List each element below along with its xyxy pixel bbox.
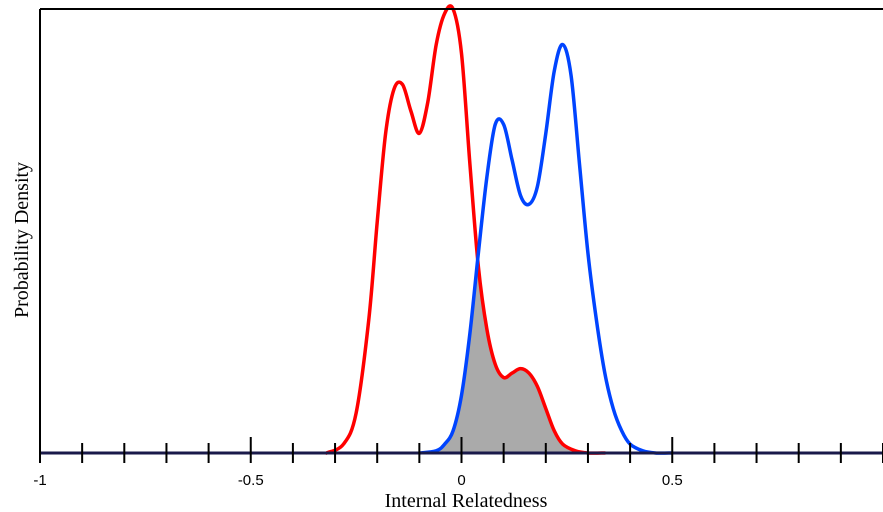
overlap-area <box>419 263 605 453</box>
series-layer <box>324 4 674 455</box>
x-axis-title: Internal Relatedness <box>385 490 548 512</box>
x-tick-label: 0.5 <box>662 472 683 489</box>
x-tick-label: -0.5 <box>238 472 264 489</box>
density-curve-2 <box>417 42 674 455</box>
y-axis-title: Probability Density <box>11 162 33 318</box>
x-tick-label: 0 <box>457 472 465 489</box>
density-curve-1 <box>324 4 607 455</box>
overlap-fill-layer <box>419 263 605 453</box>
x-tick-label: -1 <box>33 472 46 489</box>
x-tick-layer: -1 -0.5 0 0.5 <box>33 437 883 489</box>
